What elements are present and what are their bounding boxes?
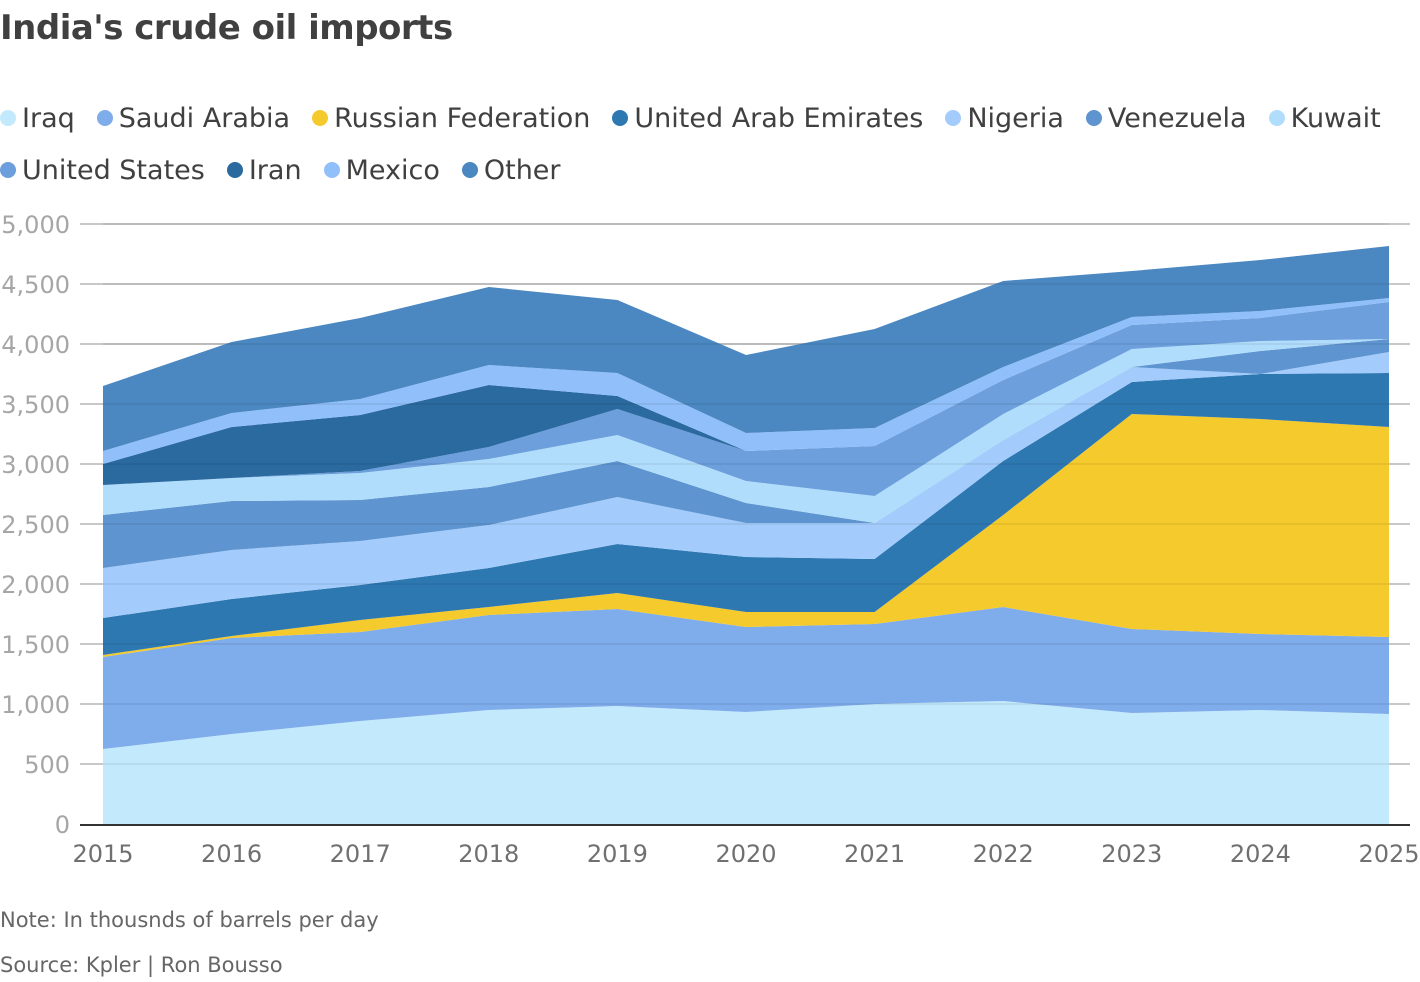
y-tick-label: 0 bbox=[55, 811, 70, 839]
area-saudi-arabia bbox=[103, 607, 1389, 749]
area-other bbox=[103, 246, 1389, 451]
legend-swatch-other bbox=[461, 162, 478, 178]
x-tick-label: 2024 bbox=[1230, 840, 1291, 868]
x-tick-label: 2015 bbox=[72, 840, 133, 868]
legend-label: Saudi Arabia bbox=[118, 102, 291, 134]
legend-row-2: United States Iran Mexico Other bbox=[0, 144, 1420, 196]
legend-item-kuwait: Kuwait bbox=[1268, 102, 1381, 134]
x-tick-label: 2019 bbox=[587, 840, 648, 868]
legend-swatch-iraq bbox=[0, 110, 16, 126]
legend-row-1: Iraq Saudi Arabia Russian Federation United… bbox=[0, 92, 1420, 144]
x-tick-label: 2022 bbox=[973, 840, 1034, 868]
y-tick-label: 5,000 bbox=[1, 211, 70, 239]
legend-label: Iraq bbox=[22, 102, 75, 134]
legend-item-united-arab-emirates: United Arab Emirates bbox=[612, 103, 923, 134]
legend: Iraq Saudi Arabia Russian Federation United… bbox=[0, 92, 1420, 196]
chart-note: Note: In thousnds of barrels per day bbox=[0, 908, 379, 932]
area-nigeria bbox=[103, 352, 1389, 618]
stacked-area-chart: 0 500 1,000 1,500 2,000 2,500 3,000 3,500 4,000 4… bbox=[1, 211, 1419, 868]
area-united-states bbox=[103, 302, 1389, 496]
y-tick-label: 1,500 bbox=[1, 631, 70, 659]
legend-label: United States bbox=[22, 154, 205, 186]
legend-swatch-united-states bbox=[0, 162, 16, 178]
y-tick-label: 2,500 bbox=[1, 511, 70, 539]
legend-label: Kuwait bbox=[1290, 102, 1381, 134]
x-tick-label: 2021 bbox=[844, 840, 905, 868]
legend-swatch-nigeria bbox=[945, 110, 962, 126]
legend-item-nigeria: Nigeria bbox=[945, 103, 1064, 134]
legend-label: Russian Federation bbox=[334, 102, 591, 134]
legend-label: United Arab Emirates bbox=[634, 102, 924, 134]
legend-item-united-states: United States bbox=[0, 155, 205, 186]
legend-item-iran: Iran bbox=[226, 154, 302, 186]
x-tick-label: 2025 bbox=[1358, 840, 1419, 868]
area-venezuela bbox=[103, 339, 1389, 568]
legend-item-venezuela: Venezuela bbox=[1085, 102, 1247, 134]
legend-swatch-saudi-arabia bbox=[96, 110, 113, 126]
legend-swatch-iran bbox=[226, 162, 243, 178]
y-tick-label: 4,500 bbox=[1, 271, 70, 299]
x-tick-label: 2020 bbox=[715, 840, 776, 868]
y-tick-label: 4,000 bbox=[1, 331, 70, 359]
chart-title: India's crude oil imports bbox=[0, 8, 453, 48]
x-tick-label: 2017 bbox=[330, 840, 391, 868]
x-tick-label: 2018 bbox=[458, 840, 519, 868]
legend-swatch-kuwait bbox=[1268, 110, 1285, 126]
legend-swatch-united-arab-emirates bbox=[612, 110, 629, 126]
y-tick-label: 1,000 bbox=[1, 691, 70, 719]
legend-item-russian-federation: Russian Federation bbox=[312, 103, 590, 134]
legend-item-mexico: Mexico bbox=[323, 154, 440, 186]
legend-label: Other bbox=[483, 154, 561, 186]
legend-label: Nigeria bbox=[967, 102, 1064, 134]
legend-swatch-russian-federation bbox=[312, 110, 329, 126]
chart-source: Source: Kpler | Ron Bousso bbox=[0, 953, 283, 977]
area-russian-federation bbox=[103, 414, 1389, 657]
area-united-arab-emirates bbox=[103, 373, 1389, 655]
area-iraq bbox=[103, 701, 1389, 824]
y-tick-label: 3,500 bbox=[1, 391, 70, 419]
area-kuwait bbox=[103, 339, 1389, 523]
legend-label: Iran bbox=[248, 154, 302, 186]
y-tick-label: 500 bbox=[24, 751, 70, 779]
legend-label: Venezuela bbox=[1107, 102, 1247, 134]
legend-item-iraq: Iraq bbox=[0, 103, 75, 134]
y-tick-label: 3,000 bbox=[1, 451, 70, 479]
legend-item-saudi-arabia: Saudi Arabia bbox=[96, 102, 291, 134]
area-mexico bbox=[103, 298, 1389, 464]
axes: 0 500 1,000 1,500 2,000 2,500 3,000 3,500 4,000 4… bbox=[1, 211, 1419, 868]
areas bbox=[103, 246, 1389, 824]
area-iran bbox=[103, 302, 1389, 485]
legend-item-other: Other bbox=[461, 154, 561, 186]
legend-swatch-venezuela bbox=[1085, 110, 1102, 126]
legend-swatch-mexico bbox=[323, 162, 340, 178]
x-tick-label: 2016 bbox=[201, 840, 262, 868]
x-tick-label: 2023 bbox=[1101, 840, 1162, 868]
legend-label: Mexico bbox=[345, 154, 440, 186]
y-tick-label: 2,000 bbox=[1, 571, 70, 599]
